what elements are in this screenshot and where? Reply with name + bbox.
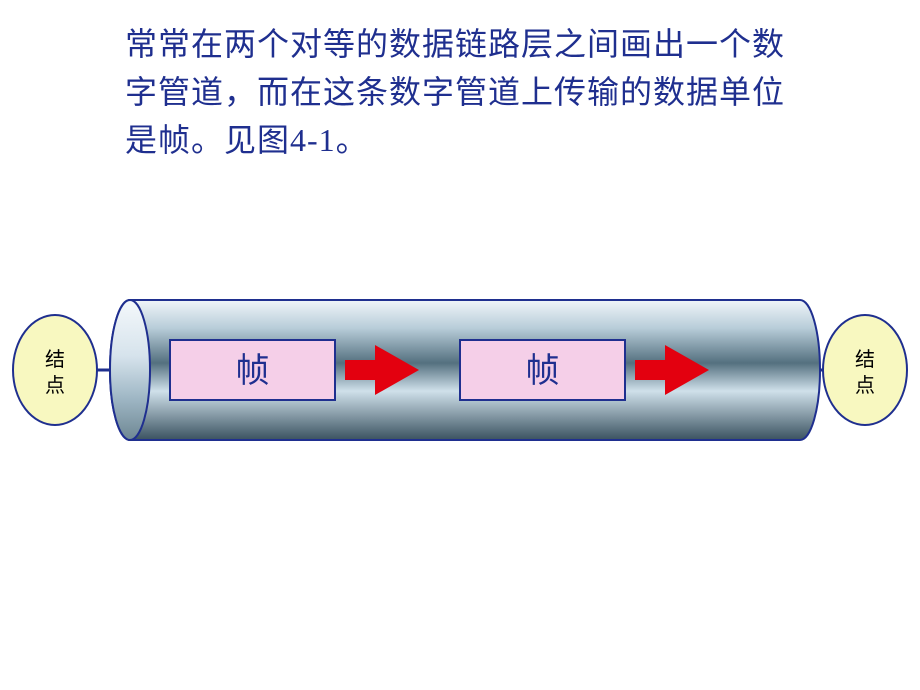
pipe-end-cap [110,300,150,440]
node-left-label-1: 结 [45,348,65,371]
description-text: 常常在两个对等的数据链路层之间画出一个数字管道，而在这条数字管道上传输的数据单位… [125,20,805,164]
node-right: 结 点 [823,315,907,425]
pipe-diagram: 帧 帧 结 点 结 点 [0,280,920,460]
node-right-label-2: 点 [855,374,875,397]
frame-box-2: 帧 [460,340,709,400]
frame-label-1: 帧 [236,352,270,390]
node-left: 结 点 [13,315,97,425]
node-right-label-1: 结 [855,348,875,371]
frame-box-1: 帧 [170,340,419,400]
frame-label-2: 帧 [526,352,560,390]
node-left-label-2: 点 [45,374,65,397]
